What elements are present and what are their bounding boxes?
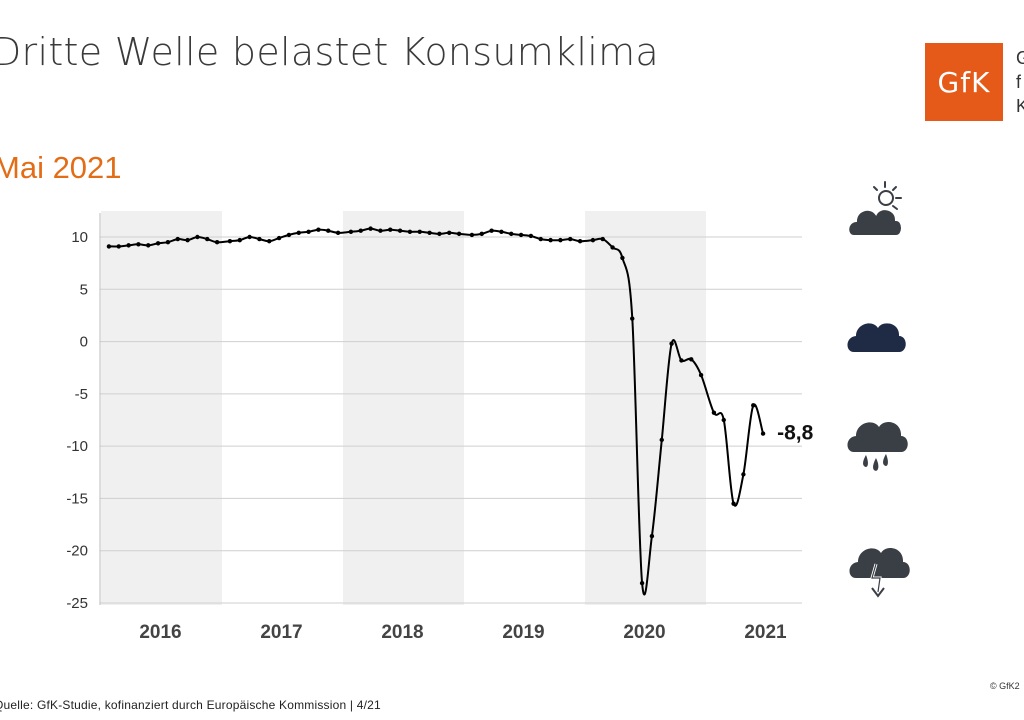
data-point	[368, 226, 373, 231]
data-point	[378, 228, 383, 233]
year-band	[585, 211, 706, 605]
rain-cloud-icon	[847, 421, 908, 471]
data-point	[155, 241, 161, 246]
data-point	[257, 236, 262, 242]
data-point	[600, 236, 605, 242]
data-point	[397, 228, 403, 233]
y-tick-label: -15	[66, 490, 88, 507]
x-tick-label: 2020	[623, 622, 665, 643]
data-point	[306, 229, 311, 234]
data-point	[721, 417, 726, 423]
x-tick-label: 2021	[744, 622, 787, 643]
data-point	[175, 236, 180, 242]
y-tick-label: 5	[80, 281, 88, 298]
data-point	[669, 341, 674, 346]
data-point	[316, 227, 321, 232]
year-band	[343, 211, 464, 605]
consumer-climate-chart: 10 5 0 -5 -10 -15 -20 -25 2016 2017 2018 2019 2020 20…	[66, 211, 814, 643]
data-point	[711, 410, 717, 415]
data-point	[577, 238, 583, 244]
data-point	[136, 242, 141, 247]
data-point	[568, 236, 573, 242]
data-point	[731, 501, 736, 506]
y-tick-label: -25	[66, 595, 88, 612]
data-point	[205, 236, 210, 242]
data-point	[185, 237, 190, 243]
x-tick-label: 2019	[502, 622, 544, 643]
data-point	[417, 229, 422, 234]
data-point	[456, 231, 462, 237]
data-point	[610, 245, 615, 250]
end-value-annotation: -8,8	[777, 422, 814, 445]
data-point	[538, 236, 543, 242]
data-point	[518, 232, 524, 238]
thunder-cloud-icon	[849, 547, 910, 598]
logo-side-line: K	[1016, 96, 1024, 116]
year-band	[101, 211, 222, 605]
data-point	[447, 230, 452, 236]
data-point	[630, 316, 635, 321]
data-point	[489, 228, 494, 233]
data-point	[499, 229, 504, 234]
gfk-logo: GfK	[925, 43, 1003, 121]
y-tick-label: -20	[66, 543, 88, 560]
data-point	[237, 237, 242, 243]
data-point	[639, 580, 645, 586]
logo-side-line: G	[1016, 48, 1024, 68]
data-point	[348, 229, 354, 234]
page-subtitle: Mai 2021	[0, 150, 122, 185]
data-point	[326, 228, 331, 233]
y-tick-label: 10	[71, 229, 88, 246]
data-point	[741, 472, 746, 477]
source-footer: Quelle: GfK-Studie, kofinanziert durch E…	[0, 698, 381, 712]
data-point	[469, 232, 475, 238]
x-tick-label: 2016	[139, 622, 181, 643]
data-point	[679, 358, 684, 363]
data-point	[146, 243, 151, 248]
y-tick-label: 0	[80, 334, 88, 351]
data-point	[335, 230, 341, 236]
copyright: © GfK2	[990, 681, 1020, 691]
data-point	[106, 244, 112, 249]
data-point	[296, 230, 301, 236]
data-point	[427, 230, 432, 236]
y-tick-label: -10	[66, 438, 88, 455]
partly-sunny-cloud-icon	[847, 181, 903, 237]
data-point	[126, 243, 131, 248]
data-point	[698, 372, 704, 378]
data-point	[165, 240, 171, 245]
x-tick-label: 2018	[381, 622, 423, 643]
data-point	[760, 431, 766, 436]
logo-side-text: G f K	[1016, 46, 1024, 118]
data-point	[227, 238, 233, 244]
data-point	[267, 238, 272, 244]
data-point	[276, 235, 282, 241]
logo-side-line: f	[1016, 72, 1022, 92]
data-point	[195, 234, 200, 240]
data-point	[751, 403, 756, 408]
data-point	[286, 232, 292, 238]
data-point	[558, 237, 563, 243]
data-point	[214, 240, 220, 245]
data-point	[247, 234, 252, 240]
x-tick-label: 2017	[260, 622, 302, 643]
gfk-logo-text: GfK	[937, 65, 991, 99]
page-title: Dritte Welle belastet Konsumklima	[0, 30, 659, 74]
data-point	[479, 231, 484, 237]
data-point	[509, 231, 514, 237]
data-point	[528, 233, 534, 239]
data-point	[388, 227, 393, 232]
data-point	[689, 357, 694, 362]
data-point	[437, 231, 442, 237]
data-point	[659, 437, 664, 443]
data-point	[590, 237, 596, 243]
data-point	[116, 244, 121, 249]
data-point	[358, 228, 363, 233]
y-tick-label: -5	[75, 386, 88, 403]
data-point	[548, 237, 553, 243]
cloud-icon	[847, 323, 906, 352]
data-point	[407, 229, 413, 234]
data-point	[649, 533, 655, 539]
data-point	[620, 255, 625, 261]
